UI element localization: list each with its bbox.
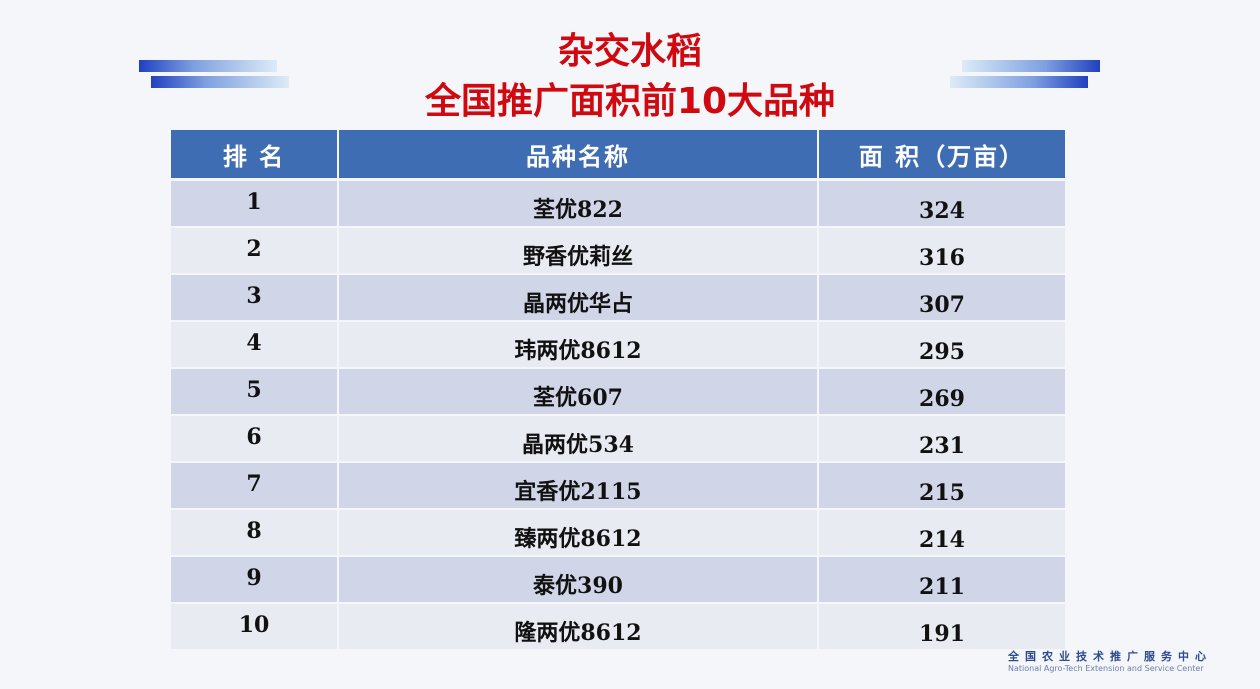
cell-rank: 10 bbox=[171, 603, 339, 651]
table-row: 8 臻两优8612 214 bbox=[171, 509, 1067, 557]
cell-area: 214 bbox=[818, 509, 1067, 557]
table-row: 10 隆两优8612 191 bbox=[171, 603, 1067, 651]
cell-area: 211 bbox=[818, 556, 1067, 604]
table-row: 4 玮两优8612 295 bbox=[171, 321, 1067, 369]
footer-en: National Agro-Tech Extension and Service… bbox=[1008, 664, 1204, 673]
header-area: 面 积（万亩） bbox=[818, 130, 1067, 181]
table-row: 5 荃优607 269 bbox=[171, 368, 1067, 416]
cell-rank: 2 bbox=[171, 227, 339, 275]
cell-area: 269 bbox=[818, 368, 1067, 416]
cell-rank: 7 bbox=[171, 462, 339, 510]
cell-rank: 5 bbox=[171, 368, 339, 416]
ranking-table: 排 名 品种名称 面 积（万亩） 1 荃优822 324 2 野香优莉丝 316 3 晶两优华… bbox=[171, 130, 1067, 651]
header-rank: 排 名 bbox=[171, 130, 339, 181]
footer-cn: 全国农业技术推广服务中心 bbox=[1008, 650, 1212, 663]
cell-rank: 8 bbox=[171, 509, 339, 557]
cell-rank: 3 bbox=[171, 274, 339, 322]
cell-area: 324 bbox=[818, 179, 1067, 228]
cell-area: 316 bbox=[818, 227, 1067, 275]
decor-stripe bbox=[139, 60, 277, 72]
cell-rank: 1 bbox=[171, 179, 339, 228]
cell-rank: 9 bbox=[171, 556, 339, 604]
table-row: 7 宜香优2115 215 bbox=[171, 462, 1067, 510]
cell-name: 晶两优华占 bbox=[338, 274, 819, 322]
cell-name: 泰优390 bbox=[338, 556, 819, 604]
cell-name: 荃优607 bbox=[338, 368, 819, 416]
decor-stripe bbox=[950, 76, 1088, 88]
page-title: 杂交水稻 bbox=[557, 31, 702, 72]
cell-name: 晶两优534 bbox=[338, 415, 819, 463]
cell-name: 荃优822 bbox=[338, 179, 819, 228]
cell-name: 野香优莉丝 bbox=[338, 227, 819, 275]
footer-logo: 全国农业技术推广服务中心 National Agro-Tech Extensio… bbox=[1008, 648, 1212, 673]
header-name: 品种名称 bbox=[338, 130, 819, 181]
table-row: 2 野香优莉丝 316 bbox=[171, 227, 1067, 275]
cell-rank: 4 bbox=[171, 321, 339, 369]
table-row: 1 荃优822 324 bbox=[171, 179, 1067, 228]
cell-area: 295 bbox=[818, 321, 1067, 369]
decor-stripe bbox=[151, 76, 289, 88]
decor-stripe bbox=[962, 60, 1100, 72]
cell-name: 宜香优2115 bbox=[338, 462, 819, 510]
table-row: 3 晶两优华占 307 bbox=[171, 274, 1067, 322]
cell-name: 玮两优8612 bbox=[338, 321, 819, 369]
table-row: 9 泰优390 211 bbox=[171, 556, 1067, 604]
cell-name: 臻两优8612 bbox=[338, 509, 819, 557]
cell-rank: 6 bbox=[171, 415, 339, 463]
page-subtitle: 全国推广面积前10大品种 bbox=[424, 81, 836, 122]
cell-area: 215 bbox=[818, 462, 1067, 510]
cell-name: 隆两优8612 bbox=[338, 603, 819, 651]
cell-area: 191 bbox=[818, 603, 1067, 651]
table-row: 6 晶两优534 231 bbox=[171, 415, 1067, 463]
cell-area: 307 bbox=[818, 274, 1067, 322]
cell-area: 231 bbox=[818, 415, 1067, 463]
